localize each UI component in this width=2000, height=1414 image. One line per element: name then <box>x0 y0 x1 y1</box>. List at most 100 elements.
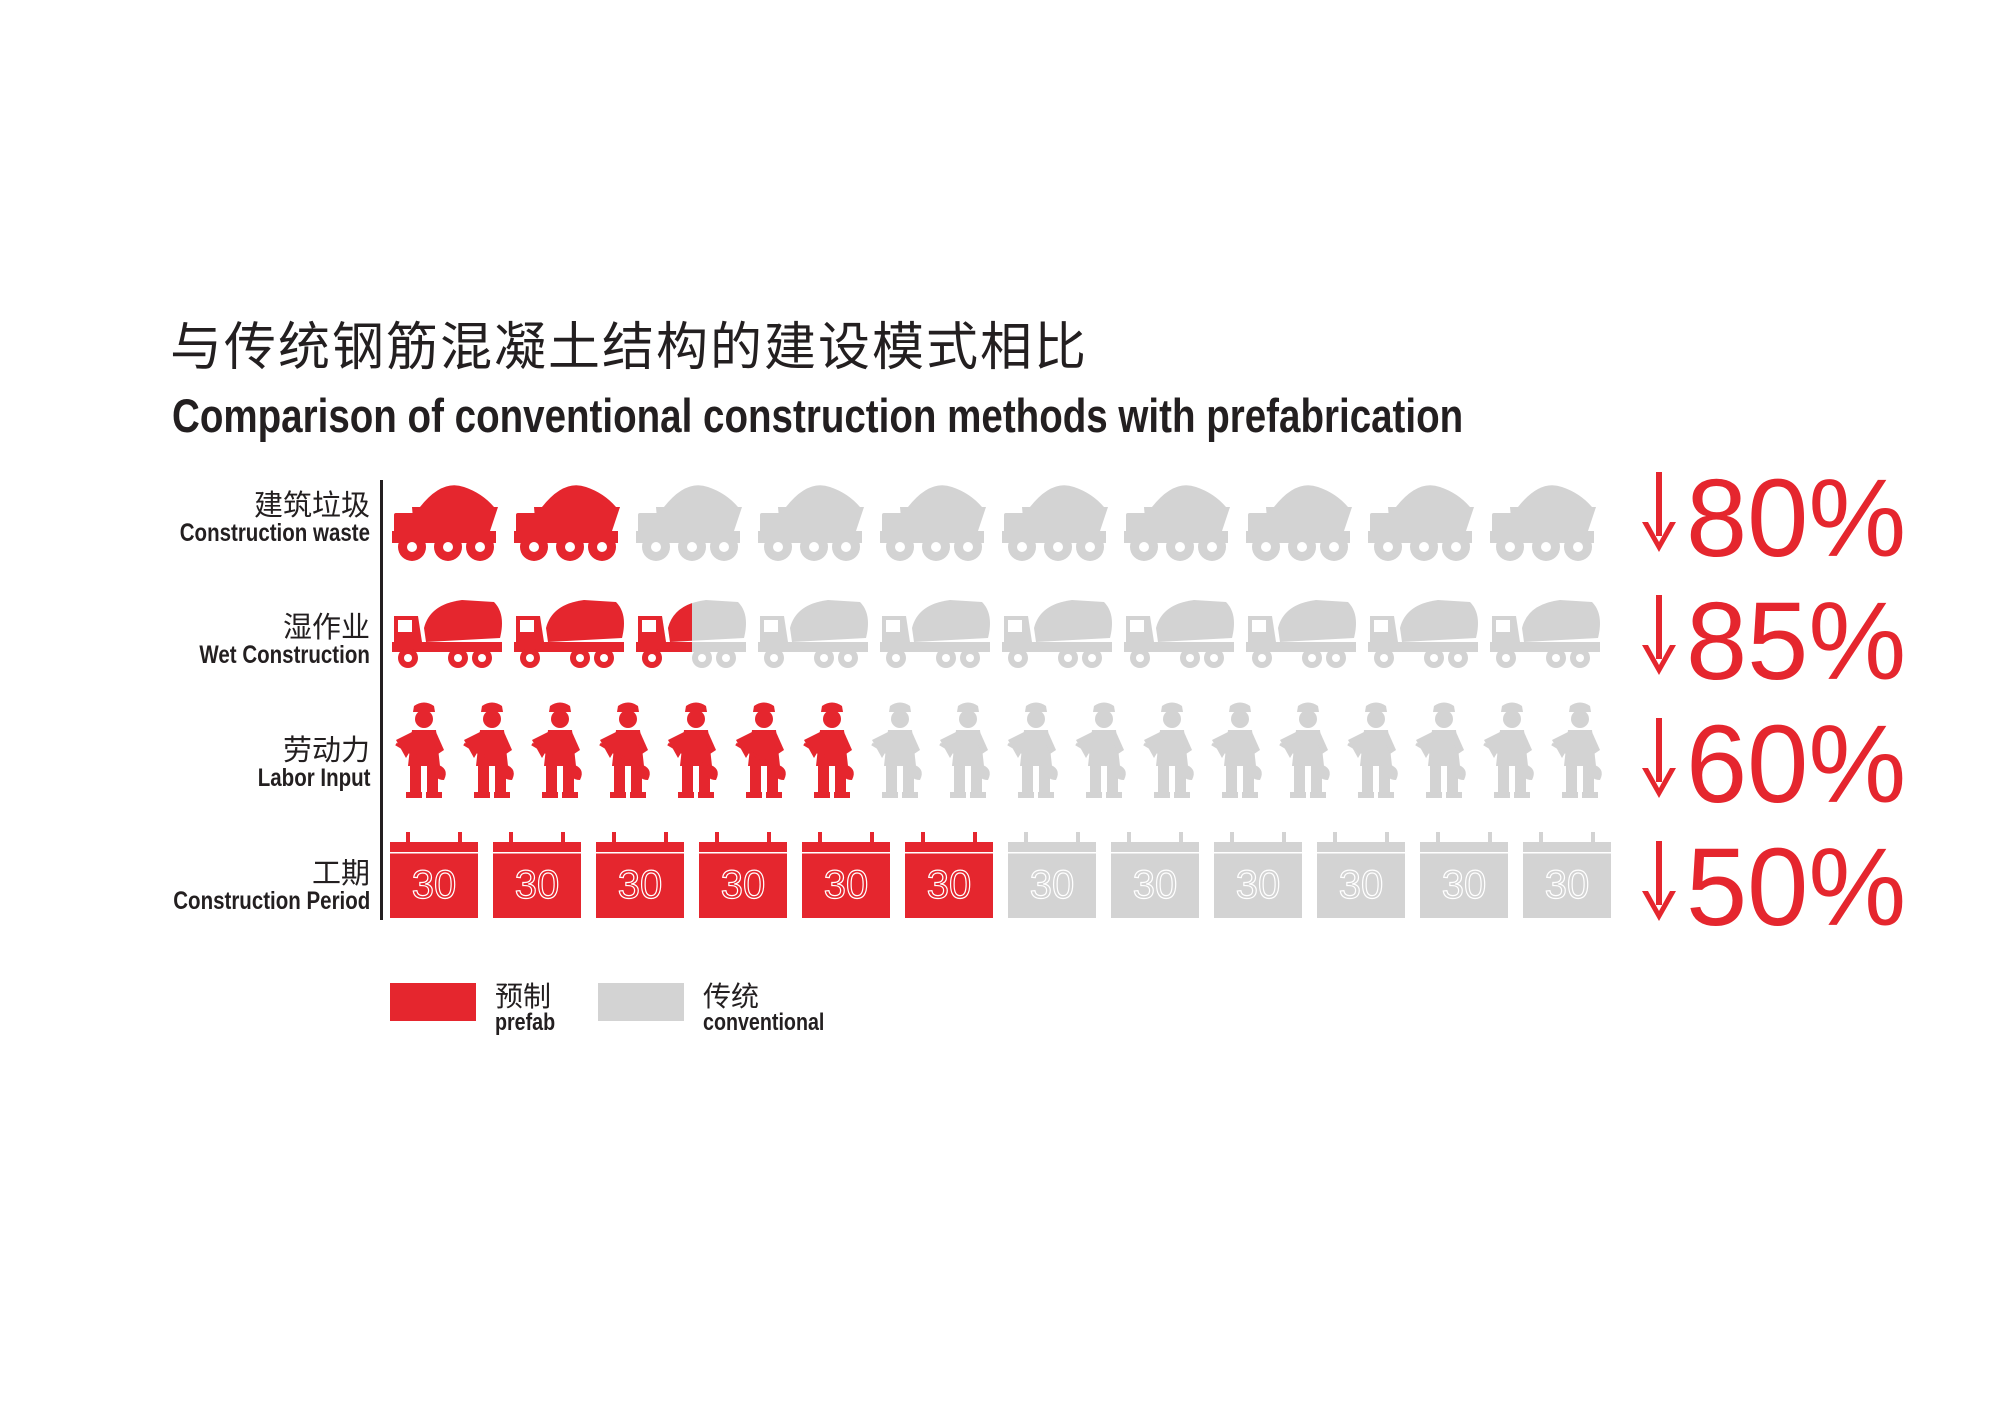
calendar-mark-icon: 30 <box>1214 832 1302 918</box>
worker-with-shovel-mark-icon <box>1075 702 1126 798</box>
dump-truck-mark-icon <box>1002 485 1108 561</box>
dump-truck-mark-icon <box>880 485 986 561</box>
reduction-value: 80% <box>1686 457 1907 580</box>
cement-mixer-truck-mark-icon <box>1002 600 1112 668</box>
row-label-en: Construction Period <box>172 887 370 916</box>
cement-mixer-truck-mark-icon <box>1246 600 1356 668</box>
worker-with-shovel-mark-icon <box>939 702 990 798</box>
legend-swatch-conventional <box>598 983 684 1021</box>
svg-text:30: 30 <box>1339 863 1384 907</box>
dump-truck-mark-icon <box>1490 485 1596 561</box>
icon-row-svg: 30 30 30 30 30 30 30 <box>390 832 1611 918</box>
row-label-en: Labor Input <box>257 764 370 793</box>
cement-mixer-truck-mark-icon <box>1490 600 1600 668</box>
row-label-wet: 湿作业 Wet Construction <box>162 612 370 669</box>
row-label-en: Construction waste <box>179 519 370 548</box>
down-arrow-icon <box>1640 706 1678 798</box>
worker-with-shovel-mark-icon <box>1143 702 1194 798</box>
row-label-waste: 建筑垃圾 Construction waste <box>138 490 370 547</box>
dump-truck-mark-icon <box>514 485 620 561</box>
chart-title-cn: 与传统钢筋混凝土结构的建设模式相比 <box>170 318 1089 378</box>
worker-with-shovel-mark-icon <box>1211 702 1262 798</box>
category-axis-line <box>380 480 383 920</box>
cement-mixer-truck-mark-icon <box>880 600 990 668</box>
down-arrow-icon <box>1640 583 1678 675</box>
dump-truck-mark-icon <box>1368 485 1474 561</box>
legend-label-cn: 预制 <box>495 980 552 1013</box>
calendar-mark-icon: 30 <box>905 832 993 918</box>
dump-truck-mark-icon <box>392 485 498 561</box>
down-arrow-icon <box>1640 829 1678 921</box>
svg-text:30: 30 <box>927 863 972 907</box>
legend-swatch-prefab <box>390 983 476 1021</box>
cement-mixer-truck-mark-icon <box>758 600 868 668</box>
down-arrow-icon <box>1640 460 1678 552</box>
row-label-cn: 建筑垃圾 <box>253 488 370 522</box>
svg-text:30: 30 <box>1133 863 1178 907</box>
svg-text:30: 30 <box>1545 863 1590 907</box>
worker-with-shovel-mark-icon <box>667 702 718 798</box>
row-label-cn: 劳动力 <box>282 733 370 767</box>
svg-text:30: 30 <box>824 863 869 907</box>
legend-label-en: conventional <box>703 1009 825 1036</box>
worker-with-shovel-mark-icon <box>1007 702 1058 798</box>
reduction-value: 85% <box>1686 580 1907 703</box>
calendar-mark-icon: 30 <box>493 832 581 918</box>
svg-text:30: 30 <box>721 863 766 907</box>
worker-with-shovel-mark-icon <box>1415 702 1466 798</box>
dump-truck-mark-icon <box>1124 485 1230 561</box>
worker-with-shovel-mark-icon <box>1551 702 1602 798</box>
calendar-mark-icon: 30 <box>699 832 787 918</box>
calendar-mark-icon: 30 <box>390 832 478 918</box>
calendar-mark-icon: 30 <box>1523 832 1611 918</box>
svg-text:30: 30 <box>1236 863 1281 907</box>
worker-with-shovel-mark-icon <box>1483 702 1534 798</box>
icon-row-svg <box>392 485 1596 561</box>
row-label-cn: 工期 <box>311 856 370 890</box>
chart-title-en: Comparison of conventional construction … <box>172 389 1464 442</box>
icon-row-waste <box>390 475 1610 565</box>
icon-row-wet <box>390 598 1610 688</box>
dump-truck-mark-icon <box>758 485 864 561</box>
row-label-period: 工期 Construction Period <box>130 858 370 915</box>
calendar-mark-icon: 30 <box>1317 832 1405 918</box>
cement-mixer-truck-mark-icon <box>636 603 692 668</box>
worker-with-shovel-mark-icon <box>803 702 854 798</box>
cement-mixer-truck-mark-icon <box>514 600 624 668</box>
icon-row-period: 30 30 30 30 30 30 30 <box>390 832 1611 922</box>
worker-with-shovel-mark-icon <box>1279 702 1330 798</box>
cement-mixer-truck-mark-icon <box>392 600 502 668</box>
cement-mixer-truck-mark-icon <box>1124 600 1234 668</box>
reduction-label-labor: 60% <box>1640 706 1906 820</box>
row-label-cn: 湿作业 <box>282 610 370 644</box>
reduction-label-period: 50% <box>1640 829 1906 943</box>
calendar-mark-icon: 30 <box>1420 832 1508 918</box>
reduction-label-wet: 85% <box>1640 583 1906 697</box>
worker-with-shovel-mark-icon <box>871 702 922 798</box>
row-label-en: Wet Construction <box>199 641 370 670</box>
reduction-value: 50% <box>1686 826 1907 949</box>
dump-truck-mark-icon <box>636 485 742 561</box>
row-label-labor: 劳动力 Labor Input <box>233 735 370 792</box>
icon-row-labor <box>390 700 1610 798</box>
svg-text:30: 30 <box>1442 863 1487 907</box>
icon-row-svg <box>392 600 1600 668</box>
svg-text:30: 30 <box>412 863 457 907</box>
calendar-mark-icon: 30 <box>1008 832 1096 918</box>
worker-with-shovel-mark-icon <box>531 702 582 798</box>
worker-with-shovel-mark-icon <box>463 702 514 798</box>
calendar-mark-icon: 30 <box>596 832 684 918</box>
worker-with-shovel-mark-icon <box>395 702 446 798</box>
icon-row-svg <box>395 702 1602 798</box>
svg-text:30: 30 <box>618 863 663 907</box>
cement-mixer-truck-mark-icon <box>1368 600 1478 668</box>
legend-label-en: prefab <box>495 1009 556 1036</box>
svg-text:30: 30 <box>1030 863 1075 907</box>
calendar-mark-icon: 30 <box>1111 832 1199 918</box>
legend-label-cn: 传统 <box>703 980 760 1013</box>
reduction-value: 60% <box>1686 703 1907 826</box>
calendar-mark-icon: 30 <box>802 832 890 918</box>
reduction-label-waste: 80% <box>1640 460 1906 574</box>
worker-with-shovel-mark-icon <box>1347 702 1398 798</box>
svg-text:30: 30 <box>515 863 560 907</box>
